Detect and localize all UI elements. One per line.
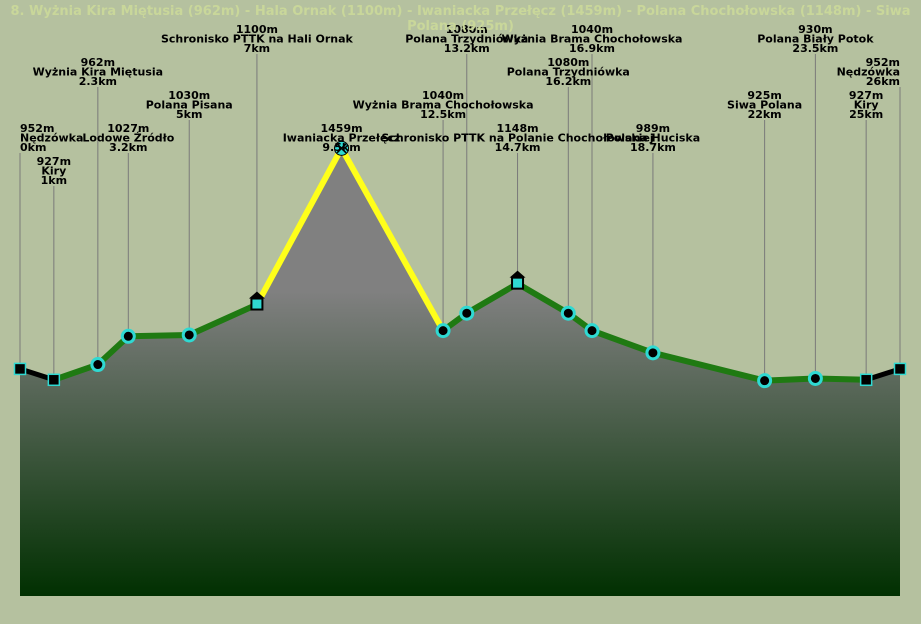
trailhead-square-marker [47,373,61,387]
terrain-area [20,148,900,597]
waypoint-elevation-label: 989m [636,122,670,135]
waypoint-distance-label: 0km [20,141,46,154]
waypoint-name-label: Nędzówka [837,66,900,79]
waypoint-elevation-label: 952m [20,122,54,135]
waypoint-distance-label: 18.7km [630,141,676,154]
waypoint-distance-label: 25km [849,108,883,121]
waypoint-elevation-label: 1040m [571,23,613,36]
hut-roof-icon [248,291,265,299]
waypoint-elevation-label: 925m [747,89,781,102]
waypoint-elevation-label: 1148m [496,122,538,135]
trailhead-square-marker [13,362,27,376]
waypoint-circle-marker [120,328,136,344]
waypoint-name-label: Lodowe Źródło [82,132,174,145]
trailhead-square-marker [859,373,873,387]
route-segment [125,331,193,340]
waypoint-name-label: Siwa Polana [727,99,802,112]
route-segment [338,145,447,334]
waypoint-name-label: Polana Pisana [146,99,233,112]
waypoint-circle-marker [181,327,197,343]
hut-roof-icon [509,270,526,278]
leader-lines [19,54,901,381]
route-segment [186,301,260,338]
waypoint-distance-label: 16.2km [545,75,591,88]
waypoint-circle-marker [560,305,576,321]
waypoint-elevation-label: 1080m [547,56,589,69]
route-segment [50,361,101,383]
route-line [17,145,903,384]
waypoint-elevation-label: 1040m [422,89,464,102]
route-segment [761,375,819,384]
waypoint-circle-marker [435,323,451,339]
waypoint-distance-label: 22km [748,108,782,121]
waypoint-distance-label: 13.2km [444,42,490,55]
waypoint-circle-marker [459,305,475,321]
waypoint-distance-label: 16.9km [569,42,615,55]
waypoint-circle-marker [584,323,600,339]
waypoint-elevation-label: 1080m [446,23,488,36]
waypoint-name-label: Polana Huciska [606,132,701,145]
waypoint-distance-label: 7km [244,42,270,55]
waypoint-elevation-label: 1100m [236,23,278,36]
waypoint-name-label: Schronisko PTTK na Hali Ornak [161,33,354,46]
waypoint-name-label: Polana Biały Potok [757,33,874,46]
waypoint-name-label: Wyżnia Brama Chochołowska [502,33,683,46]
waypoint-distance-label: 14.7km [495,141,541,154]
waypoint-distance-label: 12.5km [420,108,466,121]
waypoint-distance-label: 5km [176,108,202,121]
route-segment [589,327,656,356]
waypoint-elevation-label: 962m [81,56,115,69]
waypoint-elevation-label: 930m [798,23,832,36]
waypoint-circle-marker [807,370,823,386]
terrain-fill [20,148,900,597]
waypoint-name-label: Polana Trzydniówka [405,33,528,46]
waypoint-distance-label: 23.5km [792,42,838,55]
waypoint-name-label: Wyżnia Kira Miętusia [33,66,164,79]
pass-cross-icon [336,143,347,154]
waypoint-elevation-label: 1030m [168,89,210,102]
waypoint-circle-marker [645,345,661,361]
waypoint-name-label: Kiry [41,165,66,178]
route-segment [463,280,521,317]
chart-title: 8. Wyżnia Kira Miętusia (962m) - Hala Or… [10,4,911,34]
waypoint-name-label: Kiry [854,99,879,112]
route-segment [514,280,572,317]
route-segment [812,375,870,383]
route-segment [649,349,768,384]
waypoint-circle-marker [90,357,106,373]
route-segment [253,145,345,308]
trailhead-square-marker [893,362,907,376]
waypoint-elevation-label: 927m [849,89,883,102]
waypoint-circle-marker [757,373,773,389]
waypoint-name-label: Iwaniacka Przełęcz [283,132,401,145]
waypoint-markers [13,140,907,389]
waypoint-distance-label: 26km [866,75,900,88]
hut-icon [250,297,264,311]
waypoint-distance-label: 3.2km [109,141,147,154]
waypoint-elevation-label: 927m [37,155,71,168]
waypoint-distance-label: 1km [41,174,67,187]
hut-icon [511,276,525,290]
waypoint-name-label: Polana Trzydniówka [507,66,630,79]
waypoint-distance-label: 2.3km [79,75,117,88]
waypoint-elevation-label: 1459m [320,122,362,135]
waypoint-name-label: Wyżnia Brama Chochołowska [353,99,534,112]
waypoint-name-label: Schronisko PTTK na Polanie Chochołowskie… [381,132,653,145]
waypoint-distance-label: 9.5km [322,141,360,154]
waypoint-elevation-label: 952m [866,56,900,69]
waypoint-name-label: Nędzówka [20,132,83,145]
waypoint-elevation-label: 1027m [107,122,149,135]
